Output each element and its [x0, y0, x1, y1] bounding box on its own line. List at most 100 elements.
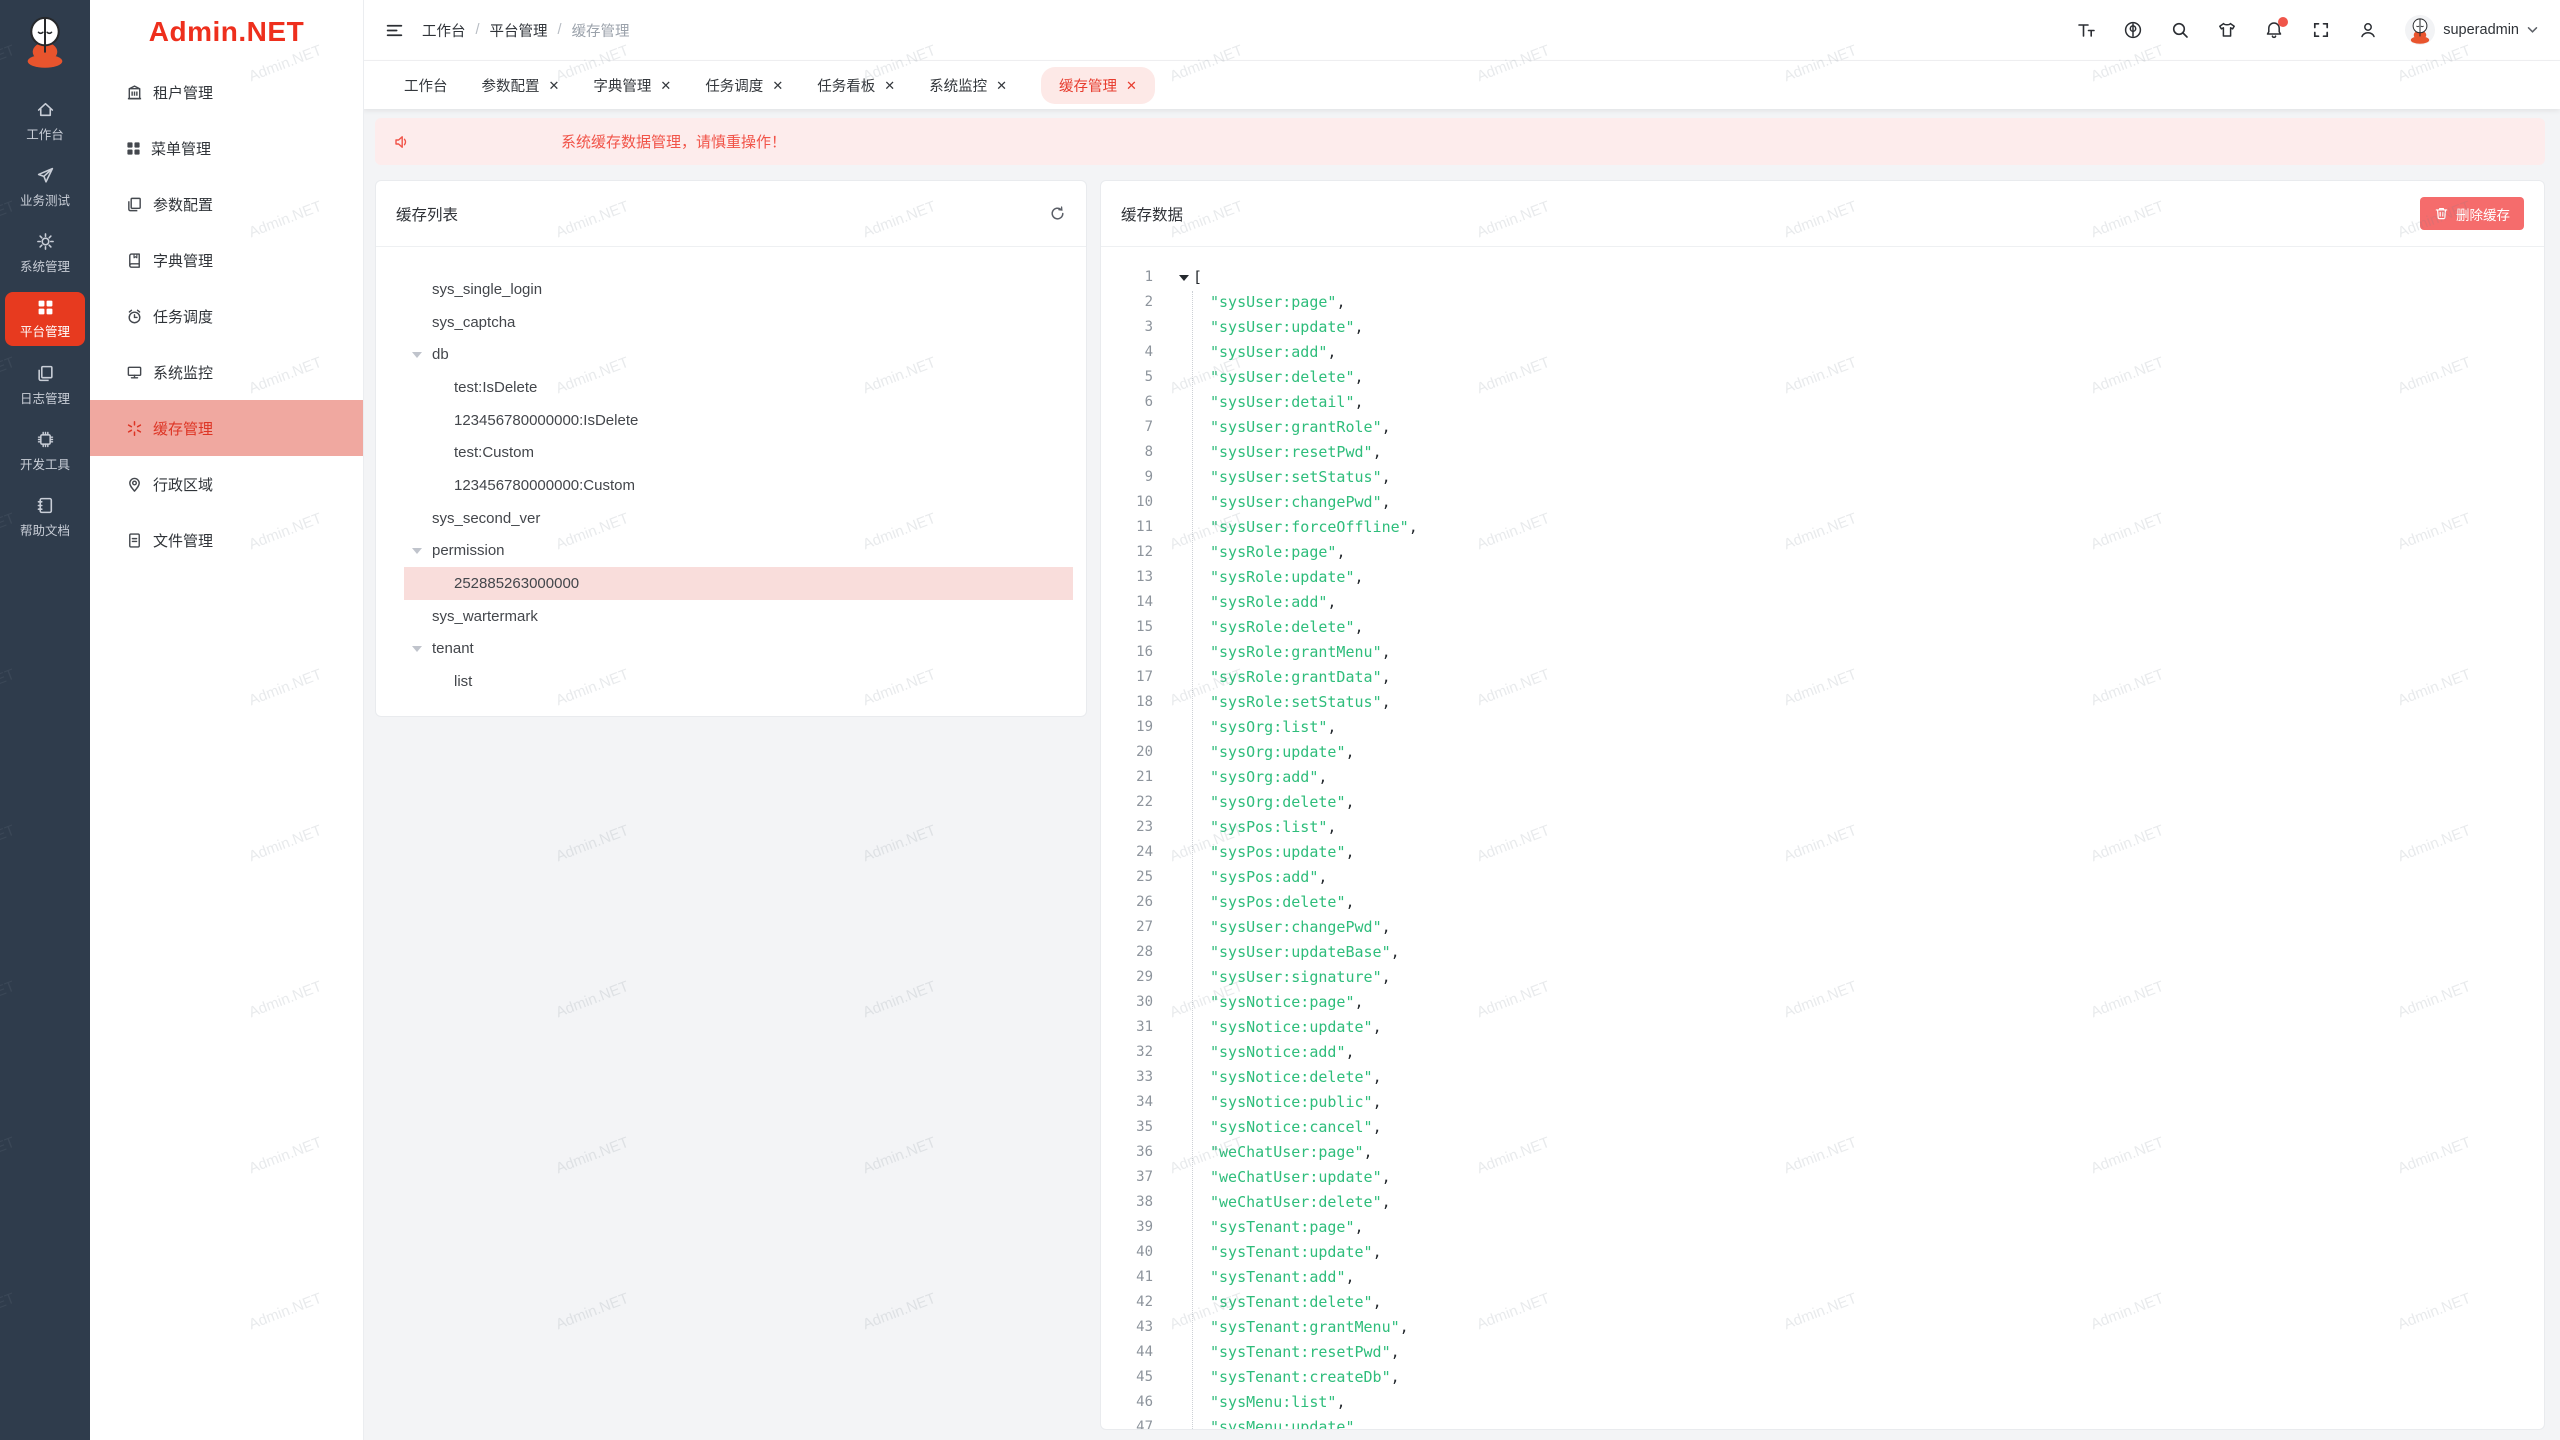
- language-icon[interactable]: [2123, 20, 2143, 40]
- refresh-icon[interactable]: [1049, 205, 1066, 222]
- breadcrumb-item[interactable]: 平台管理: [489, 23, 548, 40]
- tree-node[interactable]: db: [404, 338, 1073, 371]
- rail-item-help-docs[interactable]: 帮助文档: [5, 490, 85, 544]
- json-string-value: sysMenu:list: [1210, 1390, 1336, 1415]
- json-string-value: sysTenant:grantMenu: [1210, 1315, 1400, 1340]
- sidebar-item-dict-mgmt[interactable]: 字典管理: [90, 232, 363, 288]
- tab[interactable]: 任务看板: [817, 67, 895, 104]
- code-line: 35 sysNotice:cancel: [1101, 1115, 2544, 1140]
- user-menu[interactable]: superadmin: [2405, 15, 2538, 45]
- comma: [1355, 1415, 1364, 1429]
- line-number: 44: [1136, 1344, 1153, 1360]
- tab-close-icon[interactable]: [549, 79, 560, 92]
- notification-bell-icon[interactable]: [2264, 17, 2289, 40]
- tab[interactable]: 任务调度: [705, 67, 783, 104]
- user-icon[interactable]: [2358, 20, 2378, 40]
- tree-node[interactable]: sys_single_login: [404, 273, 1073, 306]
- brand-logo-text[interactable]: Admin.NET: [148, 16, 305, 47]
- tab[interactable]: 系统监控: [929, 67, 1007, 104]
- line-number: 42: [1136, 1294, 1153, 1310]
- tree-node[interactable]: sys_captcha: [404, 306, 1073, 339]
- sidebar-item-param-config[interactable]: 参数配置: [90, 176, 363, 232]
- sidebar-item-system-monitor[interactable]: 系统监控: [90, 344, 363, 400]
- expand-arrow-icon[interactable]: [412, 547, 432, 554]
- comma: [1318, 865, 1327, 890]
- line-number: 13: [1136, 569, 1153, 585]
- json-string-value: sysTenant:add: [1210, 1265, 1345, 1290]
- expand-arrow-icon[interactable]: [412, 645, 432, 652]
- tree-node[interactable]: sys_second_ver: [404, 502, 1073, 535]
- rail-item-system-mgmt[interactable]: 系统管理: [5, 226, 85, 280]
- fullscreen-icon[interactable]: [2311, 20, 2331, 40]
- rail-item-workbench[interactable]: 工作台: [5, 94, 85, 148]
- comma: [1382, 1165, 1391, 1190]
- line-number: 38: [1136, 1194, 1153, 1210]
- line-number: 45: [1136, 1369, 1153, 1385]
- sidebar-item-menu-mgmt[interactable]: 菜单管理: [90, 120, 363, 176]
- tab[interactable]: 字典管理: [593, 67, 671, 104]
- sidebar-fold-icon[interactable]: [385, 21, 404, 40]
- collapse-caret-icon[interactable]: [1179, 274, 1191, 281]
- line-number: 2: [1144, 294, 1153, 310]
- tree-node[interactable]: test:IsDelete: [404, 371, 1073, 404]
- tree-node[interactable]: 123456780000000:Custom: [404, 469, 1073, 502]
- rail-item-platform-mgmt[interactable]: 平台管理: [5, 292, 85, 346]
- delete-cache-button[interactable]: 删除缓存: [2420, 197, 2524, 230]
- rail-item-dev-tools[interactable]: 开发工具: [5, 424, 85, 478]
- tab-close-icon[interactable]: [1126, 79, 1137, 92]
- tab-close-icon[interactable]: [660, 79, 671, 92]
- theme-icon[interactable]: [2217, 20, 2237, 40]
- rail-item-label: 系统管理: [19, 259, 70, 274]
- comma: [1391, 1340, 1400, 1365]
- tree-node[interactable]: 123456780000000:IsDelete: [404, 404, 1073, 437]
- tree-node[interactable]: sys_wartermark: [404, 600, 1073, 633]
- panels-row: 缓存列表 sys_single_login: [375, 180, 2545, 1430]
- tab-close-icon[interactable]: [772, 79, 783, 92]
- code-line: 42 sysTenant:delete: [1101, 1290, 2544, 1315]
- tab[interactable]: 工作台: [404, 67, 448, 104]
- sidebar-item-admin-region[interactable]: 行政区域: [90, 456, 363, 512]
- expand-arrow-icon[interactable]: [412, 351, 432, 358]
- tab-label: 工作台: [404, 78, 448, 95]
- comma: [1373, 1240, 1382, 1265]
- code-line: 18 sysRole:setStatus: [1101, 690, 2544, 715]
- tab-close-icon[interactable]: [996, 79, 1007, 92]
- rail-item-business-test[interactable]: 业务测试: [5, 160, 85, 214]
- tree-node[interactable]: permission: [404, 535, 1073, 568]
- json-string-value: sysTenant:delete: [1210, 1290, 1373, 1315]
- json-string-value: sysUser:resetPwd: [1210, 440, 1373, 465]
- comma: [1382, 640, 1391, 665]
- comma: [1355, 990, 1364, 1015]
- sidebar-item-file-mgmt[interactable]: 文件管理: [90, 512, 363, 568]
- breadcrumb-item[interactable]: 工作台: [422, 23, 466, 40]
- json-string-value: sysUser:detail: [1210, 390, 1355, 415]
- json-string-value: sysOrg:list: [1210, 715, 1327, 740]
- search-icon[interactable]: [2170, 20, 2190, 40]
- code-line: 47 sysMenu:update: [1101, 1415, 2544, 1429]
- sidebar-item-task-schedule[interactable]: 任务调度: [90, 288, 363, 344]
- comma: [1345, 740, 1354, 765]
- tree-node[interactable]: 252885263000000: [404, 567, 1073, 600]
- open-bracket: [: [1193, 268, 1203, 286]
- sidebar-item-cache-mgmt[interactable]: 缓存管理: [90, 400, 363, 456]
- tab[interactable]: 参数配置: [482, 67, 560, 104]
- comma: [1382, 490, 1391, 515]
- tree-node-label: sys_single_login: [432, 280, 543, 298]
- tree-node[interactable]: tenant: [404, 633, 1073, 666]
- code-line: 6 sysUser:detail: [1101, 390, 2544, 415]
- line-number: 24: [1136, 844, 1153, 860]
- tree-node[interactable]: test:Custom: [404, 436, 1073, 469]
- comma: [1382, 465, 1391, 490]
- tab-label: 参数配置: [481, 78, 540, 95]
- font-size-icon[interactable]: [2076, 20, 2096, 40]
- code-lines: 2 sysUser:page 3 sysUser:update 4: [1101, 290, 2544, 1429]
- tree-node-label: test:Custom: [454, 444, 535, 462]
- tab[interactable]: 缓存管理: [1041, 66, 1155, 104]
- json-string-value: sysMenu:update: [1210, 1415, 1355, 1429]
- tab-close-icon[interactable]: [884, 79, 895, 92]
- rail-item-log-mgmt[interactable]: 日志管理: [5, 358, 85, 412]
- app-logo[interactable]: [0, 0, 90, 76]
- sidebar-item-tenant-mgmt[interactable]: 租户管理: [90, 64, 363, 120]
- tree-node[interactable]: list: [404, 665, 1073, 698]
- comma: [1327, 590, 1336, 615]
